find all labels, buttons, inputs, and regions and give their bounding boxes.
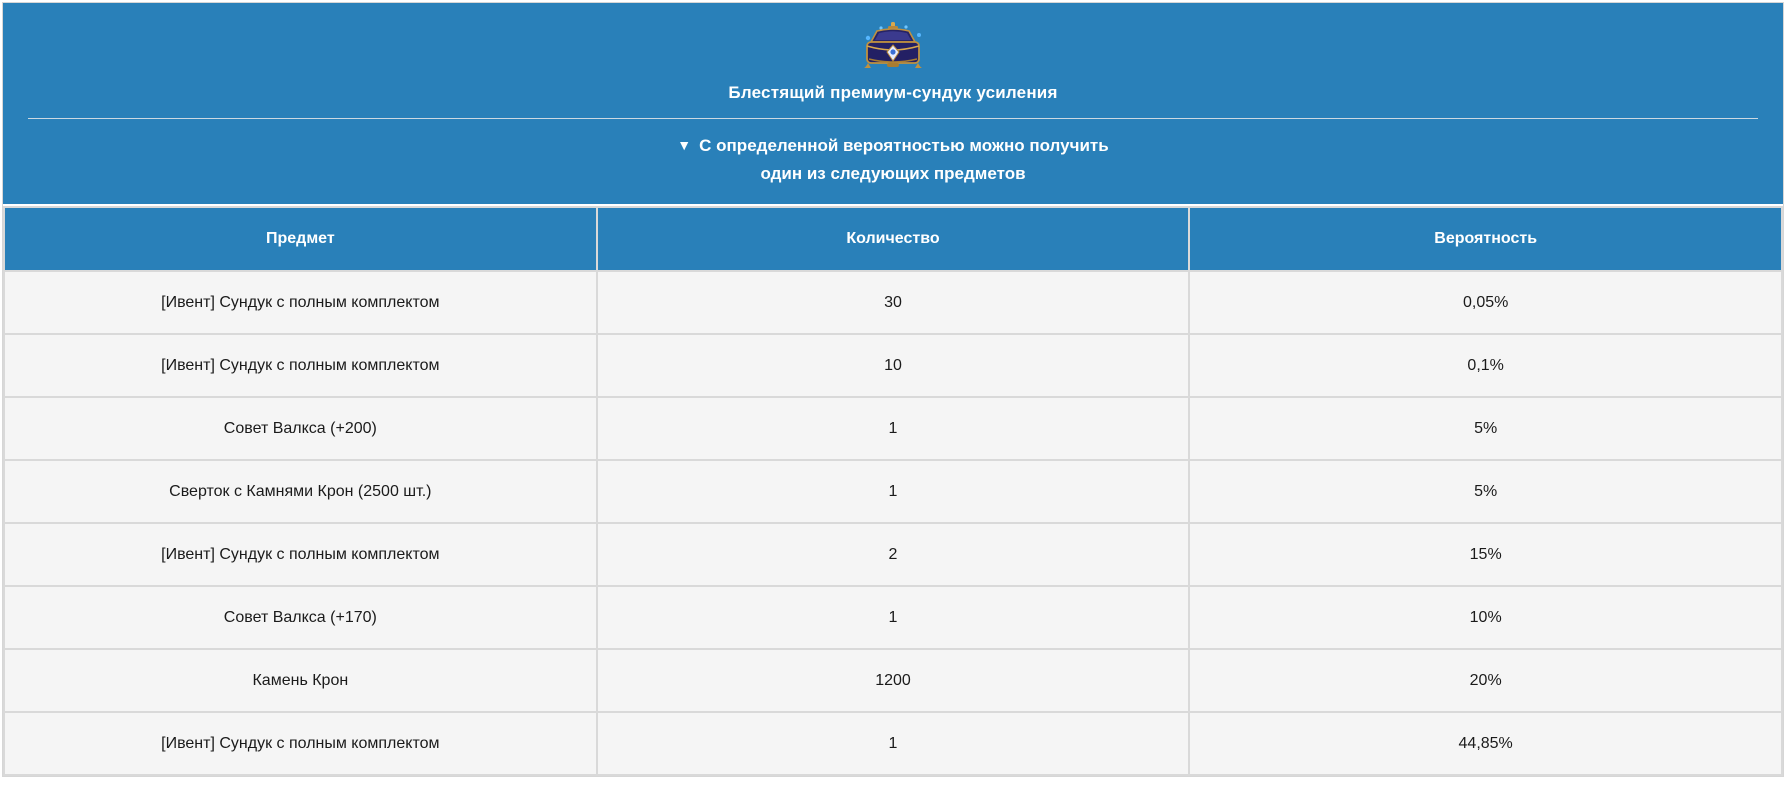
item-cell: [Ивент] Сундук с полным комплектом [3, 333, 598, 398]
header-row: Предмет Количество Вероятность [3, 206, 1783, 272]
item-cell: [Ивент] Сундук с полным комплектом [3, 711, 598, 776]
probability-cell: 5% [1188, 459, 1783, 524]
quantity-cell: 10 [595, 333, 1191, 398]
subtitle-line2: один из следующих предметов [760, 164, 1026, 183]
column-header-probability: Вероятность [1188, 206, 1783, 272]
quantity-cell: 1 [595, 711, 1191, 776]
table-row: Сверток с Камнями Крон (2500 шт.) 1 5% [3, 459, 1783, 524]
probability-cell: 5% [1188, 396, 1783, 461]
quantity-cell: 2 [595, 522, 1191, 587]
collapse-arrow-icon[interactable]: ▼ [677, 137, 692, 153]
probability-cell: 15% [1188, 522, 1783, 587]
probability-table: Предмет Количество Вероятность [Ивент] С… [3, 206, 1783, 776]
table-row: [Ивент] Сундук с полным комплектом 1 44,… [3, 711, 1783, 776]
item-icon-wrap [3, 19, 1783, 71]
table-row: Совет Валкса (+200) 1 5% [3, 396, 1783, 461]
treasure-chest-icon [864, 22, 922, 68]
quantity-cell: 1 [595, 459, 1191, 524]
column-header-quantity: Количество [595, 206, 1191, 272]
item-cell: Совет Валкса (+170) [3, 585, 598, 650]
item-cell: [Ивент] Сундук с полным комплектом [3, 522, 598, 587]
table-row: [Ивент] Сундук с полным комплектом 2 15% [3, 522, 1783, 587]
probability-table-body: [Ивент] Сундук с полным комплектом 30 0,… [3, 270, 1783, 776]
quantity-cell: 1 [595, 396, 1191, 461]
table-row: [Ивент] Сундук с полным комплектом 30 0,… [3, 270, 1783, 335]
table-row: Совет Валкса (+170) 1 10% [3, 585, 1783, 650]
banner-divider [28, 118, 1758, 119]
probability-page: Блестящий премиум-сундук усиления ▼ С опр… [2, 2, 1784, 777]
probability-cell: 44,85% [1188, 711, 1783, 776]
probability-cell: 10% [1188, 585, 1783, 650]
item-title: Блестящий премиум-сундук усиления [728, 83, 1058, 102]
table-row: [Ивент] Сундук с полным комплектом 10 0,… [3, 333, 1783, 398]
subtitle-line1: С определенной вероятностью можно получи… [699, 136, 1109, 155]
quantity-cell: 30 [595, 270, 1191, 335]
probability-cell: 20% [1188, 648, 1783, 713]
column-header-item: Предмет [3, 206, 598, 272]
probability-table-head: Предмет Количество Вероятность [3, 206, 1783, 272]
item-cell: [Ивент] Сундук с полным комплектом [3, 270, 598, 335]
probability-cell: 0,1% [1188, 333, 1783, 398]
probability-cell: 0,05% [1188, 270, 1783, 335]
item-banner: Блестящий премиум-сундук усиления ▼ С опр… [3, 3, 1783, 204]
table-row: Камень Крон 1200 20% [3, 648, 1783, 713]
probability-section-header[interactable]: ▼ С определенной вероятностью можно получ… [3, 131, 1783, 188]
quantity-cell: 1200 [595, 648, 1191, 713]
item-cell: Камень Крон [3, 648, 598, 713]
item-cell: Совет Валкса (+200) [3, 396, 598, 461]
item-cell: Сверток с Камнями Крон (2500 шт.) [3, 459, 598, 524]
quantity-cell: 1 [595, 585, 1191, 650]
